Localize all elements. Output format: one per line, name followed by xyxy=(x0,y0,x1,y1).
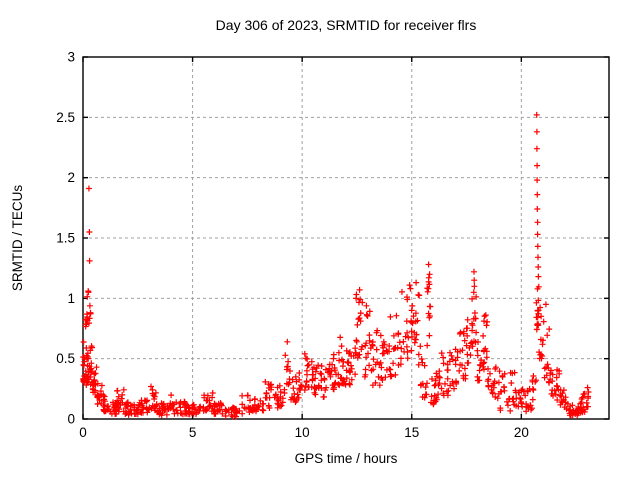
x-tick-label: 15 xyxy=(404,425,419,440)
y-tick-label: 3 xyxy=(67,50,75,65)
y-tick-label: 1 xyxy=(67,291,75,306)
chart-title: Day 306 of 2023, SRMTID for receiver flr… xyxy=(216,17,477,33)
x-tick-label: 5 xyxy=(189,425,197,440)
grid-lines xyxy=(83,57,609,419)
x-tick-labels: 0 5 10 15 20 xyxy=(79,425,529,440)
x-tick-label: 0 xyxy=(79,425,87,440)
y-tick-label: 0.5 xyxy=(56,351,75,366)
x-axis-label: GPS time / hours xyxy=(295,451,398,466)
x-tick-label: 20 xyxy=(514,425,529,440)
y-axis-label: SRMTID / TECUs xyxy=(10,185,25,292)
axis-ticks xyxy=(82,56,609,420)
x-tick-label: 10 xyxy=(295,425,310,440)
y-tick-label: 2.5 xyxy=(56,110,75,125)
y-tick-label: 0 xyxy=(67,412,75,427)
y-tick-labels: 0 0.5 1 1.5 2 2.5 3 xyxy=(56,50,75,427)
data-points-markers xyxy=(80,111,592,420)
y-tick-label: 1.5 xyxy=(56,231,75,246)
y-tick-label: 2 xyxy=(67,170,75,185)
